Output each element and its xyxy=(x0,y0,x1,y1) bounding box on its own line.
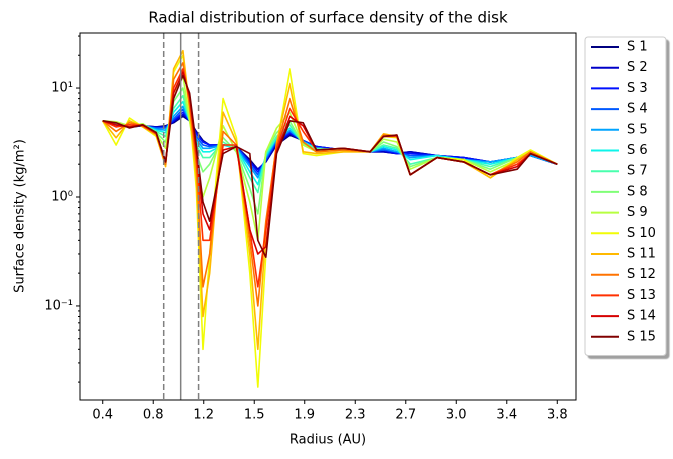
y-tick-label: 10⁻¹ xyxy=(44,298,73,313)
chart-title: Radial distribution of surface density o… xyxy=(148,9,508,27)
legend-label: S 8 xyxy=(627,184,648,199)
x-tick-label: 3.0 xyxy=(446,408,467,423)
legend-label: S 6 xyxy=(627,143,648,158)
legend-label: S 4 xyxy=(627,102,648,117)
legend-box xyxy=(584,36,667,356)
legend-label: S 10 xyxy=(627,226,656,241)
legend-label: S 15 xyxy=(627,329,656,344)
y-tick-label: 10⁰ xyxy=(51,189,73,204)
legend-label: S 2 xyxy=(627,60,648,75)
x-tick-label: 1.2 xyxy=(193,408,214,423)
legend-label: S 3 xyxy=(627,81,648,96)
x-tick-label: 0.8 xyxy=(143,408,164,423)
legend-label: S 11 xyxy=(627,247,656,262)
legend-label: S 14 xyxy=(627,309,656,324)
series-line xyxy=(102,74,558,258)
x-tick-label: 3.8 xyxy=(547,408,568,423)
legend-label: S 7 xyxy=(627,164,648,179)
axes-frame xyxy=(79,32,577,401)
legend: S 1 S 2 S 3 S 4 S 5 S 6 S 7 S 8 S 9 S 10 S 11 S 12 S… xyxy=(584,36,667,356)
series-line xyxy=(102,49,558,351)
legend-label: S 9 xyxy=(627,205,648,220)
legend-label: S 12 xyxy=(627,267,656,282)
y-axis-label: Surface density (kg/m²) xyxy=(13,139,28,293)
x-axis-label: Radius (AU) xyxy=(290,433,366,448)
x-tick-label: 3.4 xyxy=(496,408,517,423)
legend-label: S 13 xyxy=(627,288,656,303)
x-tick-label: 1.9 xyxy=(294,408,315,423)
y-tick-label: 10¹ xyxy=(51,81,73,96)
x-tick-label: 0.4 xyxy=(92,408,113,423)
plot-area xyxy=(102,33,558,400)
legend-label: S 1 xyxy=(627,40,648,55)
x-tick-label: 2.7 xyxy=(395,408,416,423)
x-tick-label: 1.5 xyxy=(244,408,265,423)
legend-label: S 5 xyxy=(627,122,648,137)
x-tick-label: 2.3 xyxy=(345,408,366,423)
